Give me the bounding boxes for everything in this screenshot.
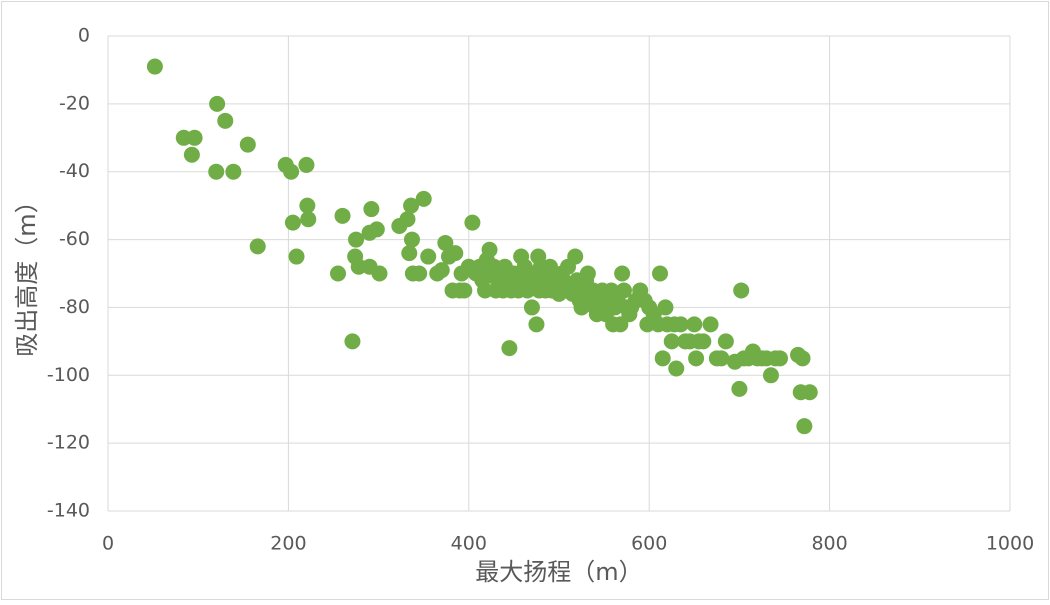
point bbox=[615, 282, 632, 299]
point bbox=[371, 265, 388, 282]
point bbox=[672, 316, 689, 333]
point bbox=[363, 201, 380, 218]
point bbox=[249, 238, 266, 255]
point bbox=[614, 265, 631, 282]
point bbox=[447, 245, 464, 262]
x-tick-label: 1000 bbox=[986, 533, 1034, 555]
x-tick-label: 400 bbox=[451, 533, 487, 555]
point bbox=[209, 95, 226, 112]
point bbox=[796, 418, 813, 435]
point bbox=[688, 350, 705, 367]
point bbox=[299, 197, 316, 214]
point bbox=[663, 333, 680, 350]
point bbox=[501, 340, 518, 357]
point bbox=[368, 221, 385, 238]
point bbox=[334, 207, 351, 224]
point bbox=[762, 367, 779, 384]
point bbox=[183, 146, 200, 163]
point bbox=[225, 163, 242, 180]
y-tick-label: -120 bbox=[47, 432, 90, 454]
y-axis-title: 吸出高度（m） bbox=[13, 189, 41, 356]
y-tick-label: -100 bbox=[47, 364, 90, 386]
y-tick-label: -80 bbox=[59, 296, 90, 318]
point bbox=[288, 248, 305, 265]
point bbox=[239, 136, 256, 153]
point bbox=[523, 299, 540, 316]
point bbox=[702, 316, 719, 333]
point bbox=[717, 333, 734, 350]
point bbox=[654, 350, 671, 367]
point bbox=[579, 265, 596, 282]
point bbox=[411, 265, 428, 282]
point bbox=[437, 234, 454, 251]
point bbox=[401, 245, 418, 262]
point bbox=[541, 258, 558, 275]
point bbox=[403, 197, 420, 214]
point bbox=[528, 316, 545, 333]
point bbox=[731, 380, 748, 397]
x-tick-label: 600 bbox=[631, 533, 667, 555]
point bbox=[186, 129, 203, 146]
point bbox=[794, 350, 811, 367]
y-tick-label: -60 bbox=[59, 228, 90, 250]
y-tick-label: 0 bbox=[78, 25, 90, 47]
point bbox=[415, 190, 432, 207]
x-axis-title: 最大扬程（m） bbox=[475, 558, 642, 586]
point bbox=[284, 214, 301, 231]
point bbox=[657, 299, 674, 316]
point bbox=[464, 214, 481, 231]
point bbox=[146, 58, 163, 75]
point bbox=[567, 248, 584, 265]
point bbox=[771, 350, 788, 367]
point bbox=[695, 333, 712, 350]
y-tick-label: -140 bbox=[47, 500, 90, 522]
point bbox=[481, 241, 498, 258]
point bbox=[208, 163, 225, 180]
point bbox=[344, 333, 361, 350]
point bbox=[330, 265, 347, 282]
point bbox=[217, 112, 234, 129]
point bbox=[668, 360, 685, 377]
y-tick-label: -40 bbox=[59, 160, 90, 182]
x-tick-label: 800 bbox=[811, 533, 847, 555]
point bbox=[348, 231, 365, 248]
x-tick-label: 200 bbox=[270, 533, 306, 555]
y-tick-label: -20 bbox=[59, 92, 90, 114]
point bbox=[686, 316, 703, 333]
point bbox=[298, 156, 315, 173]
point bbox=[456, 282, 473, 299]
x-tick-label: 0 bbox=[102, 533, 114, 555]
point bbox=[433, 262, 450, 279]
point bbox=[403, 231, 420, 248]
point bbox=[283, 163, 300, 180]
point bbox=[300, 211, 317, 228]
point bbox=[420, 248, 437, 265]
point bbox=[713, 350, 730, 367]
point bbox=[801, 384, 818, 401]
point bbox=[399, 211, 416, 228]
point bbox=[733, 282, 750, 299]
point bbox=[652, 265, 669, 282]
